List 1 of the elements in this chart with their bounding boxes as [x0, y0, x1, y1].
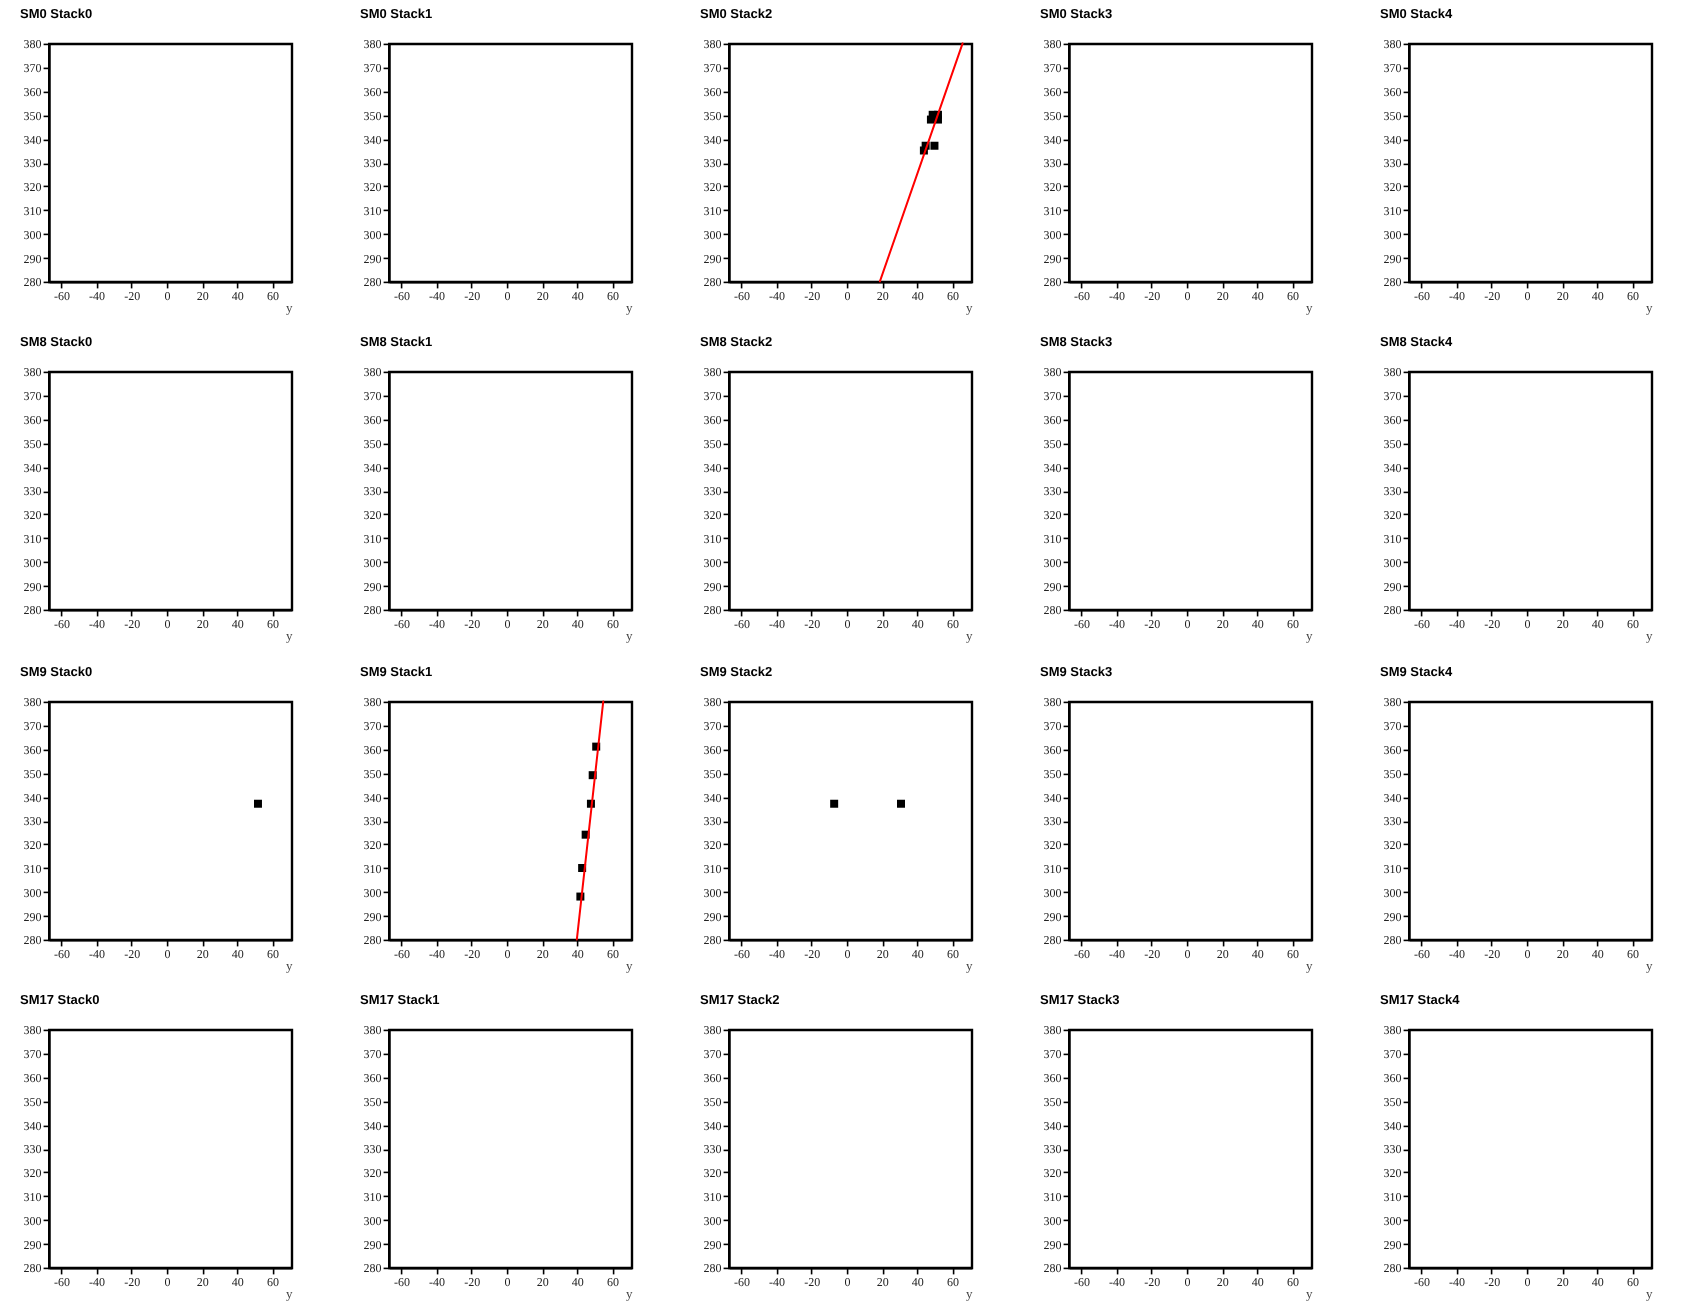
point [930, 141, 939, 150]
